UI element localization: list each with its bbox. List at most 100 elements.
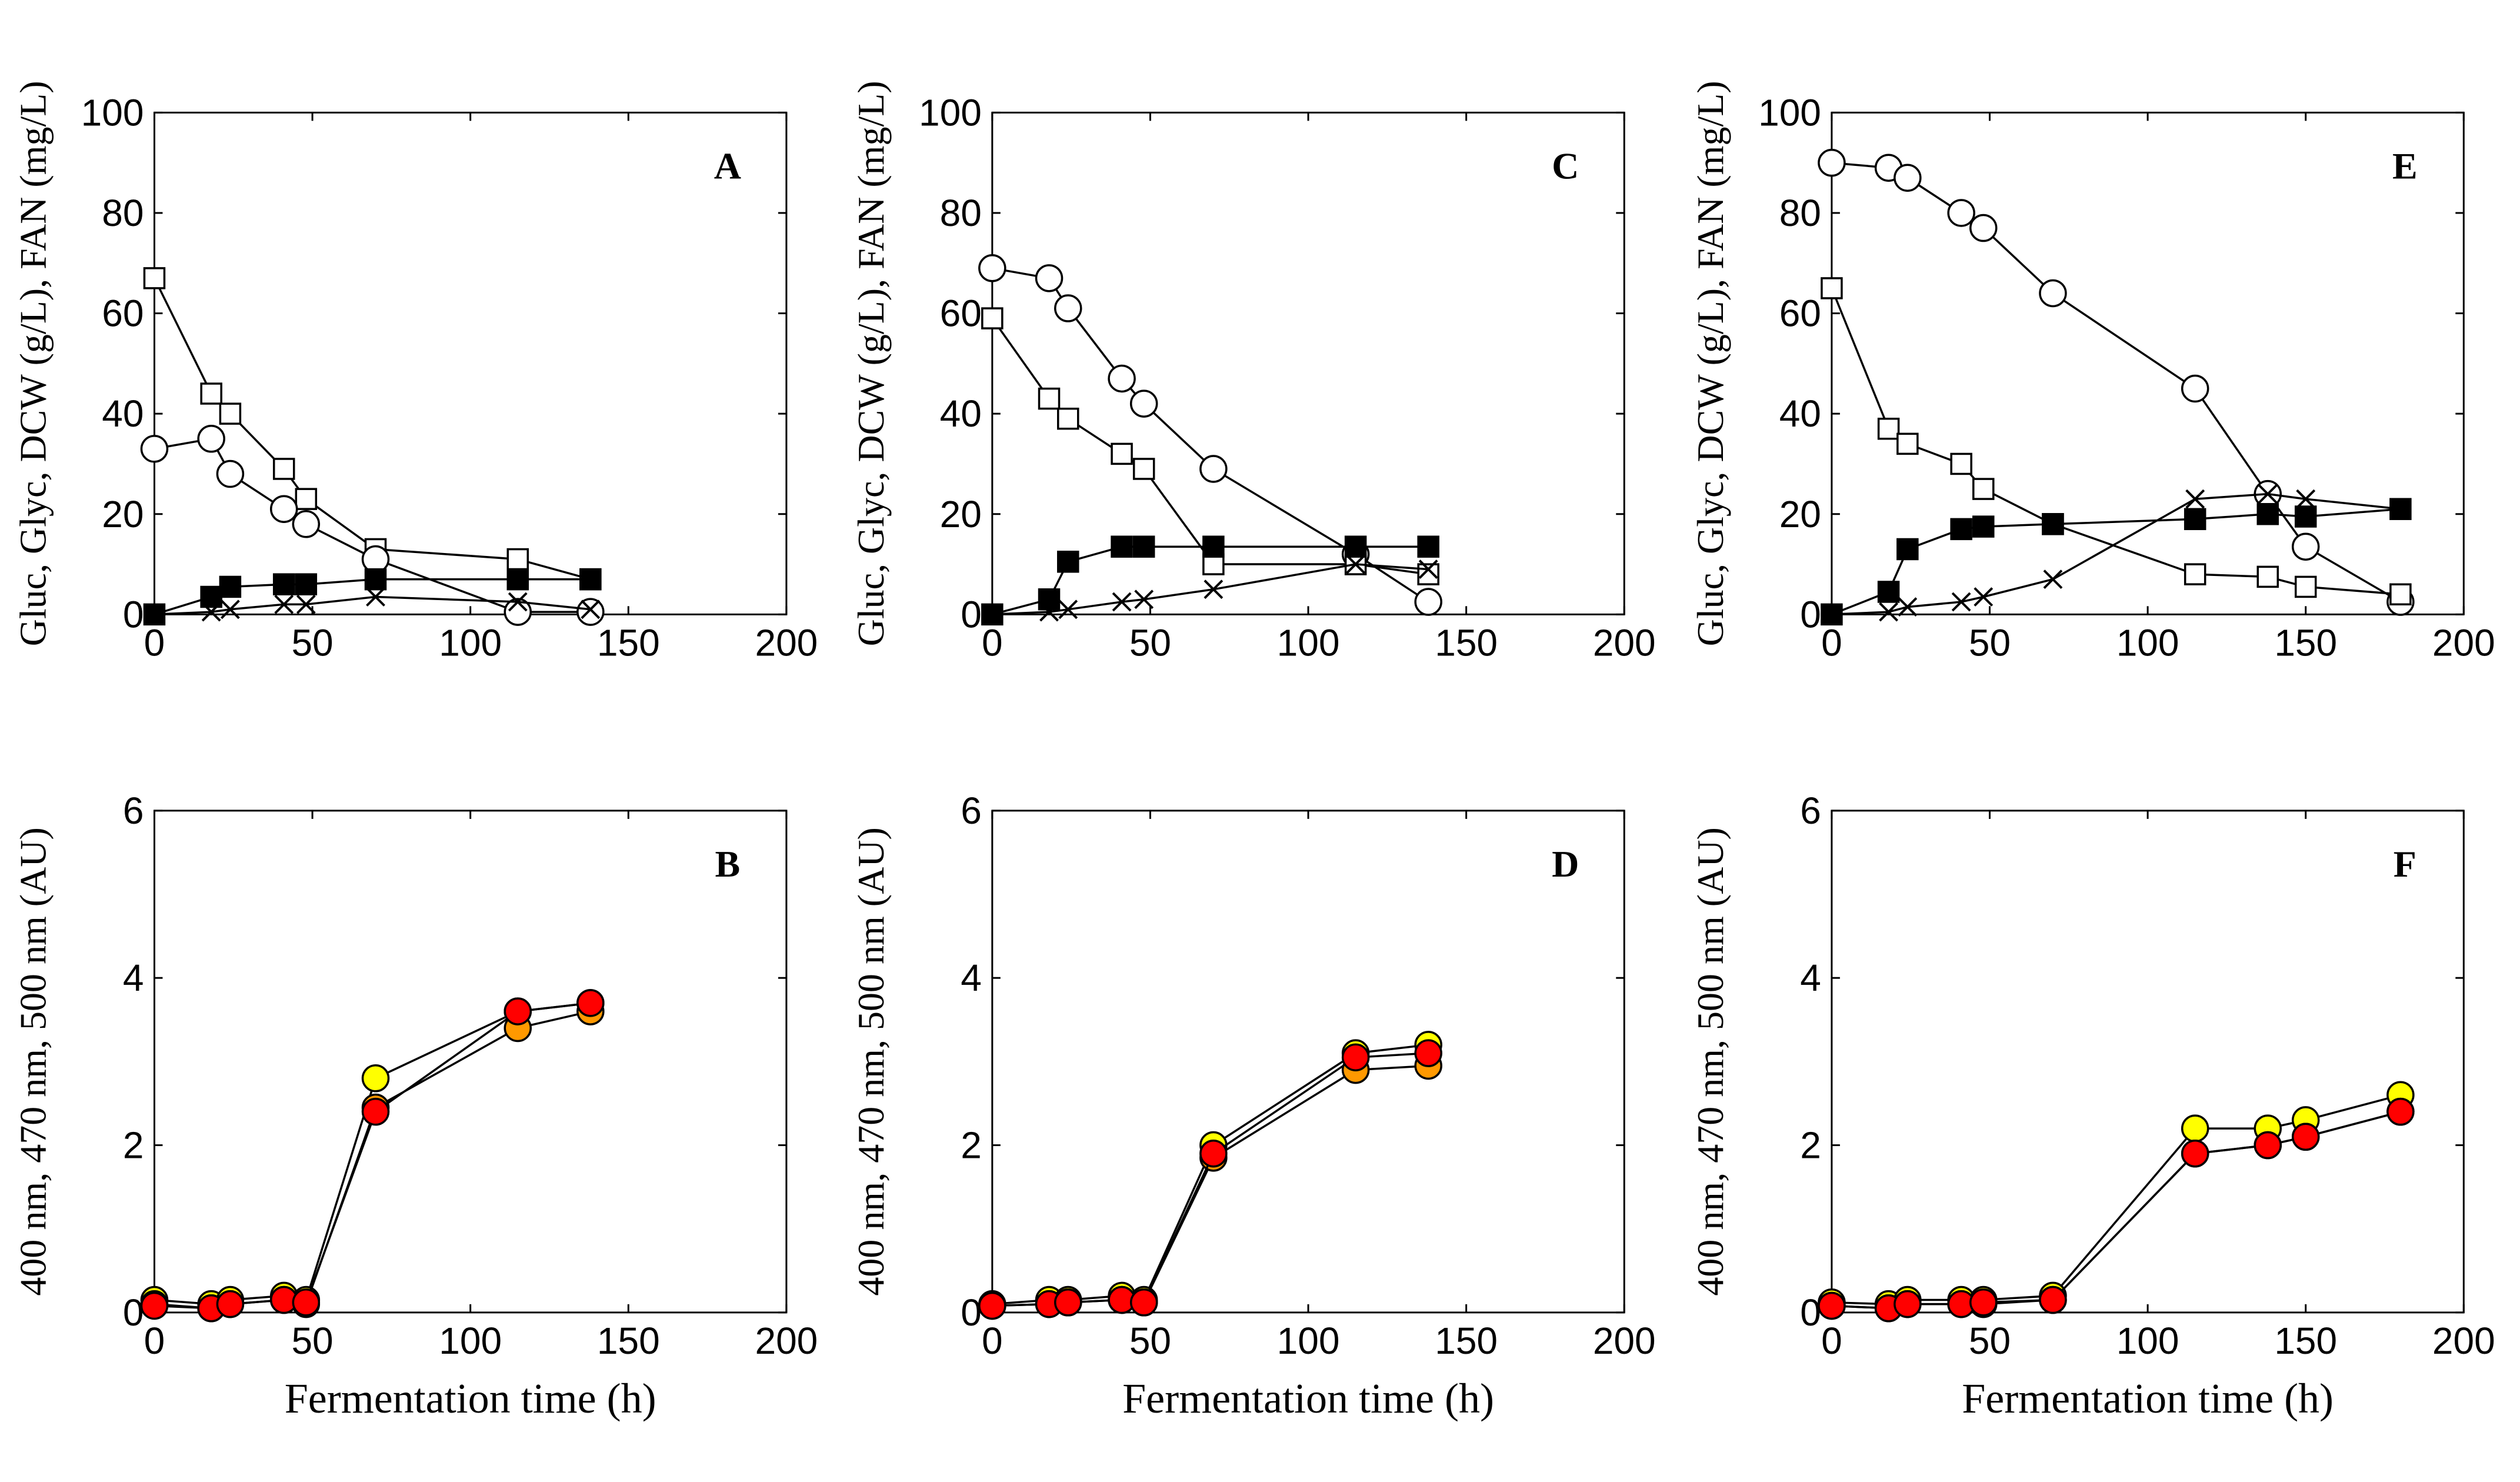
data-point-red-circle [2181,1139,2209,1168]
y-tick-label: 100 [919,91,982,134]
data-point-filled-square [272,573,295,595]
x-tick-label: 200 [1593,1320,1656,1362]
panel-c: 0 50 100 150 200 0 20 40 60 80 100 Gluc, Glyc, DCW … [850,81,1656,664]
data-point-open-square [1896,432,1919,455]
x-tick-label: 200 [1593,621,1656,664]
data-point-red-circle [2291,1123,2320,1151]
series-line [992,1064,1429,1307]
series-red-circle [140,989,605,1323]
data-point-cross [1974,587,1994,607]
series-cross [982,554,1438,624]
x-tick-label: 200 [2432,621,2495,664]
data-point-filled-square [2294,505,2317,528]
x-tick-label: 50 [1969,1320,2011,1362]
data-point-cross [1204,580,1224,600]
x-tick-label: 50 [1969,621,2011,664]
y-tick-label: 20 [102,493,144,535]
panel-label: E [2392,145,2418,187]
plot-frame [991,810,1625,1314]
panel-label: A [714,145,741,187]
data-point-red-circle [1199,1139,1228,1168]
x-axis-label: Fermentation time (h) [1962,1375,2334,1422]
data-point-cross [220,600,240,620]
x-tick-label: 150 [2274,621,2337,664]
data-point-cross [1898,597,1918,617]
data-point-cross [1879,602,1899,622]
data-point-red-circle [504,997,532,1025]
data-point-red-circle [978,1291,1006,1320]
data-point-cross [2296,489,2316,509]
y-tick-label: 0 [1800,593,1821,635]
series-filled-square [1821,498,2412,626]
x-tick-label: 50 [291,621,333,664]
data-point-open-square [1111,442,1133,465]
series-orange-circle [140,997,605,1323]
panel-b: 0 50 100 150 200 0 2 4 6 400 nm, 470 nm, 500 nm (… [12,790,818,1422]
data-point-red-circle [1054,1288,1082,1317]
data-point-open-square [981,307,1004,329]
data-point-red-circle [361,1097,390,1126]
data-point-filled-square [1056,551,1079,573]
data-point-filled-square [2256,503,2279,525]
x-tick-label: 100 [439,1320,502,1362]
data-point-cross [581,600,601,620]
series-red-circle [1818,1097,2415,1323]
data-point-filled-square [1111,535,1133,558]
x-tick-label: 50 [291,1320,333,1362]
x-tick-label: 100 [439,621,502,664]
data-point-open-circle [1129,389,1158,418]
panel-f: 0 50 100 150 200 0 2 4 6 400 nm, 470 nm, 500 nm (… [1689,790,2495,1422]
data-point-cross [1951,592,1971,612]
data-point-open-square [143,267,166,289]
y-tick-label: 80 [940,192,982,234]
y-tick-label: 100 [1758,91,1821,134]
y-tick-label: 80 [102,192,144,234]
data-point-filled-square [1417,535,1439,558]
data-point-open-circle [1054,294,1082,322]
data-point-cross [2043,570,2063,590]
panel-e: 0 50 100 150 200 0 20 40 60 80 100 Gluc, Glyc, DCW … [1689,81,2495,664]
y-tick-label: 6 [123,790,144,832]
y-tick-label: 2 [1800,1124,1821,1167]
series-yellow-circle [1818,1081,2415,1318]
data-point-open-square [1417,563,1439,585]
series-yellow-circle [140,989,605,1318]
data-point-red-circle [576,989,605,1017]
data-point-cross [145,604,164,624]
panel-a: 0 50 100 150 200 0 20 40 60 80 100 Gluc, Glyc, DCW … [12,81,818,664]
series-open-square [1821,277,2412,605]
x-tick-label: 50 [1129,1320,1171,1362]
y-axis-label: Gluc, Glyc, DCW (g/L), FAN (mg/L) [12,81,54,646]
data-point-cross [296,594,316,614]
data-point-open-square [506,548,529,571]
y-tick-label: 40 [1779,392,1821,435]
data-point-filled-square [1950,518,1972,541]
data-point-open-square [1132,458,1155,480]
data-point-open-circle [216,459,245,488]
series-cross [1822,484,2411,624]
y-tick-label: 0 [961,1291,982,1334]
data-point-open-square [272,458,295,480]
x-tick-label: 150 [1435,1320,1498,1362]
data-point-open-square [1038,387,1061,410]
data-point-red-circle [216,1290,245,1318]
data-point-open-circle [1414,588,1442,616]
y-tick-label: 6 [1800,790,1821,832]
data-point-cross [1418,560,1438,579]
x-tick-label: 0 [1821,1320,1842,1362]
y-tick-label: 40 [940,392,982,435]
data-point-open-square [219,402,242,425]
y-tick-label: 6 [961,790,982,832]
series-filled-square [143,568,602,626]
series-line [154,595,591,616]
y-tick-label: 0 [123,1291,144,1334]
data-point-cross [1346,554,1366,574]
plot-frame [991,111,1625,615]
data-point-cross [2391,499,2411,519]
x-tick-label: 0 [144,1320,165,1362]
y-tick-label: 60 [102,292,144,335]
data-point-filled-square [1972,515,1995,538]
data-point-filled-square [1896,538,1919,561]
y-axis-label: 400 nm, 470 nm, 500 nm (AU) [12,827,54,1295]
x-tick-label: 100 [2116,1320,2179,1362]
